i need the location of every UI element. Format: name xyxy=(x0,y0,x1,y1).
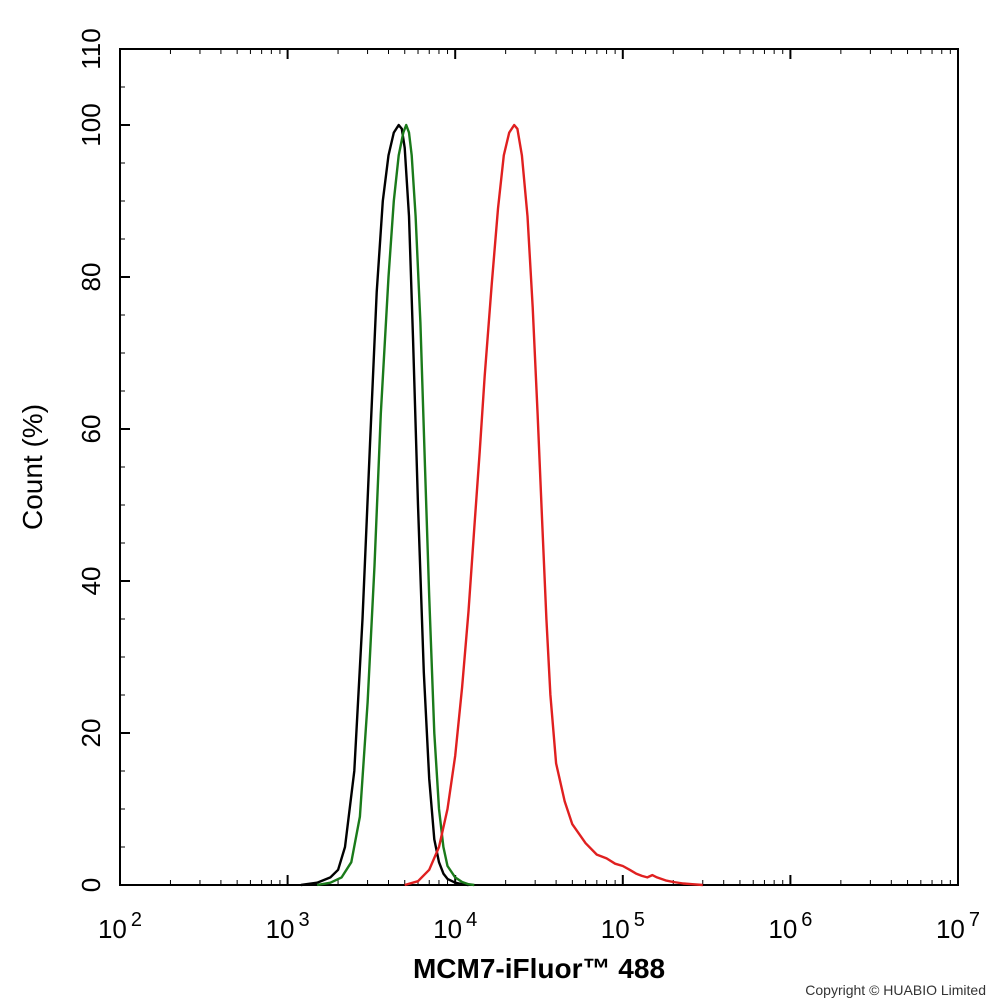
y-tick-label: 20 xyxy=(76,719,106,748)
y-tick-label: 110 xyxy=(76,28,106,69)
x-tick-labels: 10 2 10 3 10 4 10 5 10 6 10 7 xyxy=(98,909,980,944)
x-tick-label: 10 4 xyxy=(433,909,477,944)
series-line-3 xyxy=(404,123,703,887)
series-line-1 xyxy=(300,123,469,887)
x-axis-title: MCM7-iFluor™ 488 xyxy=(413,953,665,984)
y-tick-label: 80 xyxy=(76,263,106,292)
y-tick-label: 0 xyxy=(76,878,106,892)
y-axis-title: Count (%) xyxy=(17,404,48,530)
copyright-notice: Copyright © HUABIO Limited xyxy=(805,982,986,998)
x-tick-label: 10 3 xyxy=(266,909,310,944)
y-tick-label: 60 xyxy=(76,415,106,444)
series-line-2 xyxy=(316,123,475,887)
x-tick-label: 10 5 xyxy=(601,909,645,944)
x-tick-label: 10 2 xyxy=(98,909,142,944)
series-layer xyxy=(300,123,703,887)
y-tick-label: 40 xyxy=(76,567,106,596)
y-tick-label: 100 xyxy=(76,103,106,146)
y-tick-labels: 0 20 40 60 80 100 110 xyxy=(76,28,106,892)
minor-ticks xyxy=(120,48,951,886)
x-tick-label: 10 7 xyxy=(936,909,980,944)
x-tick-label: 10 6 xyxy=(768,909,812,944)
